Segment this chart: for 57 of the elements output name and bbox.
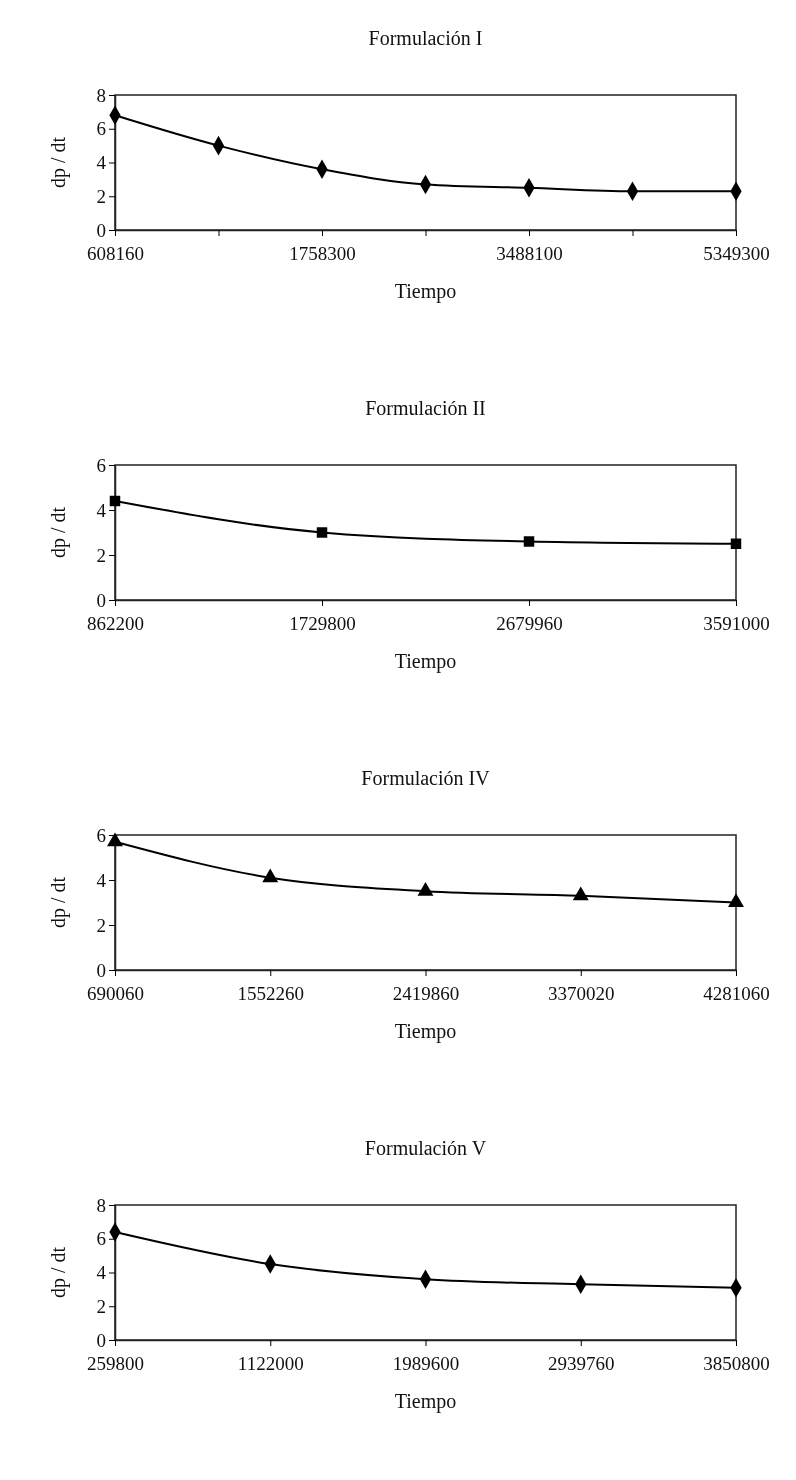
x-tick-label: 1729800 — [289, 612, 356, 634]
y-tick-label: 2 — [96, 544, 106, 566]
point — [523, 536, 535, 547]
y-tick-label: 0 — [96, 959, 106, 981]
y-tick-label: 8 — [96, 1194, 106, 1216]
y-tick-label: 4 — [96, 499, 107, 521]
point — [109, 495, 121, 507]
y-tick-label: 6 — [96, 118, 106, 140]
y-axis-title: dp / dt — [47, 506, 70, 559]
point — [728, 893, 744, 908]
y-tick-label: 6 — [96, 824, 106, 846]
x-tick-label: 2679960 — [496, 612, 563, 634]
point — [107, 832, 123, 847]
y-tick-label: 0 — [96, 219, 106, 241]
x-tick-label: 4281060 — [703, 982, 770, 1004]
chart-title: Formulación IV — [361, 767, 491, 789]
x-tick-label: 1989600 — [392, 1352, 460, 1374]
y-axis-title: dp / dt — [47, 1246, 70, 1299]
x-tick-label: 690060 — [87, 982, 144, 1004]
x-tick-label: 259800 — [87, 1352, 144, 1374]
x-axis-title: Tiempo — [394, 1020, 457, 1043]
x-axis-title: Tiempo — [394, 1390, 457, 1413]
y-tick-label: 4 — [96, 869, 107, 891]
x-tick-label: 1758300 — [289, 242, 356, 264]
y-tick-label: 0 — [96, 1329, 106, 1351]
point — [572, 886, 589, 901]
x-tick-label: 1552260 — [237, 982, 304, 1004]
y-tick-label: 2 — [96, 1295, 106, 1317]
y-tick-label: 6 — [96, 1228, 106, 1250]
y-axis-title: dp / dt — [47, 876, 70, 929]
y-tick-label: 0 — [96, 589, 106, 611]
x-axis-title: Tiempo — [394, 280, 457, 303]
x-tick-label: 3591000 — [703, 612, 770, 634]
x-tick-label: 2939760 — [548, 1352, 615, 1374]
chart-title: Formulación I — [368, 27, 483, 49]
point — [262, 868, 279, 883]
point — [730, 538, 742, 549]
y-tick-label: 6 — [96, 454, 106, 476]
y-tick-label: 4 — [96, 152, 107, 174]
x-tick-label: 3850800 — [703, 1352, 770, 1374]
x-tick-label: 3488100 — [496, 242, 563, 264]
point — [417, 882, 434, 896]
y-tick-label: 4 — [96, 1262, 107, 1284]
x-tick-label: 5349300 — [703, 242, 770, 264]
chart-title: Formulación II — [365, 397, 486, 419]
x-tick-label: 608160 — [87, 242, 144, 264]
chart-title: Formulación V — [364, 1137, 487, 1159]
x-tick-label: 2419860 — [392, 982, 460, 1004]
x-tick-label: 3370020 — [548, 982, 615, 1004]
y-tick-label: 2 — [96, 185, 106, 207]
y-tick-label: 2 — [96, 914, 106, 936]
y-axis-title: dp / dt — [47, 136, 70, 189]
x-tick-label: 1122000 — [237, 1352, 304, 1374]
y-tick-label: 8 — [96, 84, 106, 106]
x-tick-label: 862200 — [87, 612, 144, 634]
x-axis-title: Tiempo — [394, 650, 457, 673]
point — [316, 527, 328, 538]
